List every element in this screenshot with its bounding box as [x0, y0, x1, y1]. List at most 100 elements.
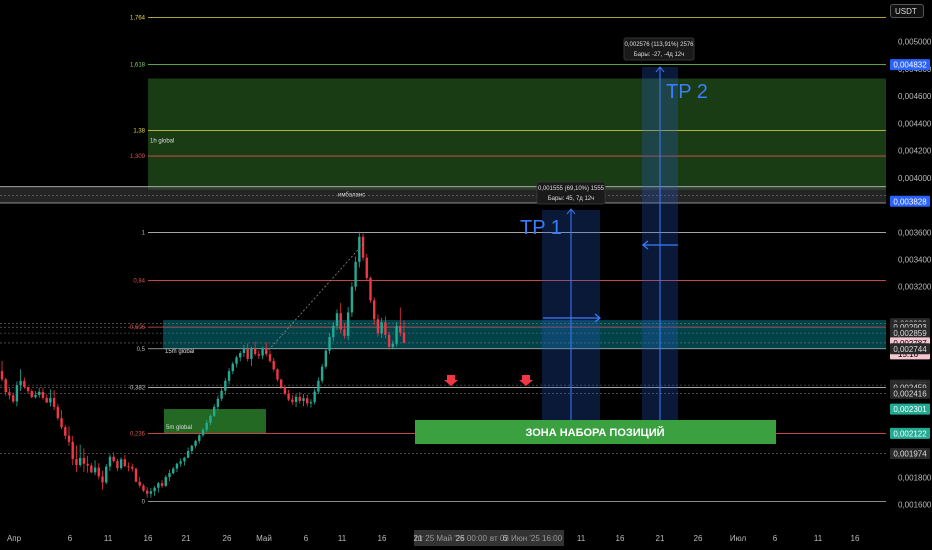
candle-body-51: [190, 445, 194, 451]
entry-zone-box[interactable]: [415, 420, 776, 444]
candle-body-102: [380, 322, 383, 334]
down-arrow-2: [519, 375, 533, 386]
time-tick-6: Май: [256, 534, 272, 543]
candle-body-23: [86, 463, 89, 466]
candle-body-39: [145, 490, 149, 494]
tp1-arrowhead: [566, 208, 576, 215]
time-tick-11: 26: [456, 534, 465, 543]
candle-body-103: [384, 322, 387, 335]
candle-body-42: [157, 483, 160, 488]
time-tick-15: 21: [656, 534, 665, 543]
candle-body-50: [186, 450, 190, 458]
candle-body-60: [224, 380, 227, 391]
fib-label-10: 0: [142, 499, 146, 505]
fib-label-8: 0,382: [130, 386, 146, 392]
candle-body-54: [201, 429, 205, 436]
time-tick-7: 6: [304, 534, 309, 543]
price-axis[interactable]: 0,0050000,0048000,0046000,0044000,004200…: [886, 0, 932, 550]
price-tick-8: 0,003200: [898, 283, 932, 292]
left-arrow-head: [642, 240, 649, 250]
candle-body-69: [257, 354, 261, 356]
candle-body-79: [294, 396, 298, 402]
zone-2: [163, 320, 886, 349]
candle-body-35: [131, 466, 134, 469]
candle-body-12: [45, 397, 48, 403]
candle-body-48: [179, 461, 182, 464]
time-tick-3: 16: [144, 534, 153, 543]
zone-label-3: 5m global: [166, 425, 192, 431]
candle-body-14: [52, 397, 56, 407]
tp2-info-line1: 0,002576 (113,91%) 2576: [625, 42, 695, 48]
candle-body-73: [272, 360, 275, 370]
time-tick-14: 16: [616, 534, 625, 543]
time-tick-5: 26: [223, 534, 232, 543]
fib-levels-layer: 1,764 1,618 1,38 1,309 1 0,84 0,606 0,5 0,382 0,2…: [130, 16, 886, 505]
currency-selector[interactable]: USDT: [890, 4, 924, 18]
candle-body-67: [250, 348, 253, 359]
candle-body-31: [116, 461, 119, 469]
candle-body-62: [231, 363, 234, 372]
candle-body-37: [138, 481, 141, 486]
candle-body-49: [183, 457, 186, 462]
time-tick-8: 11: [338, 534, 347, 543]
candle-body-15: [56, 406, 60, 419]
candle-body-80: [298, 396, 301, 401]
candle-body-108: [402, 332, 406, 343]
price-tag-10: 0,002301: [893, 405, 927, 414]
candle-body-13: [49, 397, 52, 403]
annotations-layer: ЗОНА НАБОРА ПОЗИЦИЙ: [265, 242, 776, 444]
price-tick-10: 0,001600: [898, 500, 932, 509]
price-tick-0: 0,005000: [898, 38, 932, 47]
price-tick-6: 0,003600: [898, 228, 932, 237]
fib-label-4: 1: [142, 231, 146, 237]
candle-body-24: [90, 465, 93, 473]
candle-body-70: [261, 348, 264, 356]
candle-body-44: [164, 477, 167, 486]
candle-body-98: [365, 257, 368, 278]
candle-body-28: [105, 466, 108, 483]
fib-label-0: 1,764: [130, 16, 146, 22]
price-tag-bg-4: [890, 327, 930, 339]
time-tick-19: 11: [814, 534, 823, 543]
zone-label-2: 15m global: [165, 349, 194, 355]
candle-body-90: [335, 313, 339, 326]
tp2-info-line2: Бары: -27, -4д 12ч: [634, 52, 685, 58]
candle-body-57: [212, 406, 216, 416]
candle-body-83: [309, 402, 313, 404]
candle-body-68: [253, 348, 257, 355]
price-tag-bg-1: [890, 195, 930, 207]
time-tag-2: вт 03 Июн '25 16:00: [490, 534, 563, 543]
price-tag-9: 0,002416: [893, 389, 927, 398]
zone-1: [0, 186, 886, 204]
candle-body-40: [149, 491, 153, 494]
time-axis[interactable]: пт 25 Май '25 00:00 вт 03 Июн '25 16:00 …: [0, 528, 886, 550]
price-tag-sub-5: 15:16: [898, 350, 919, 359]
candle-body-93: [346, 312, 350, 336]
tp2-info-box: [623, 37, 695, 61]
price-tick-3: 0,004400: [898, 119, 932, 128]
candle-body-84: [313, 391, 316, 403]
candle-body-10: [38, 391, 41, 395]
price-tag-6: 0,002744: [893, 345, 927, 354]
candle-body-53: [198, 435, 201, 441]
right-arrow-head: [594, 313, 601, 323]
time-tick-0: Апр: [7, 534, 22, 543]
candle-body-36: [134, 468, 138, 482]
candle-body-75: [279, 379, 283, 388]
candle-body-46: [172, 468, 175, 474]
candle-body-82: [306, 398, 309, 404]
candle-body-99: [369, 277, 372, 301]
fib-label-5: 0,84: [133, 278, 145, 284]
candle-body-27: [101, 476, 104, 483]
candle-body-88: [328, 337, 331, 351]
zones-layer: 1h global имбаланс 15m global 5m global: [0, 78, 886, 434]
candle-body-9: [34, 394, 37, 398]
time-tick-13: 11: [577, 534, 586, 543]
candle-body-97: [361, 236, 365, 258]
candle-body-92: [343, 329, 346, 336]
tp2-arrowhead: [655, 66, 665, 73]
candle-body-34: [127, 466, 130, 468]
candle-body-63: [235, 357, 238, 364]
candle-body-101: [376, 319, 380, 334]
